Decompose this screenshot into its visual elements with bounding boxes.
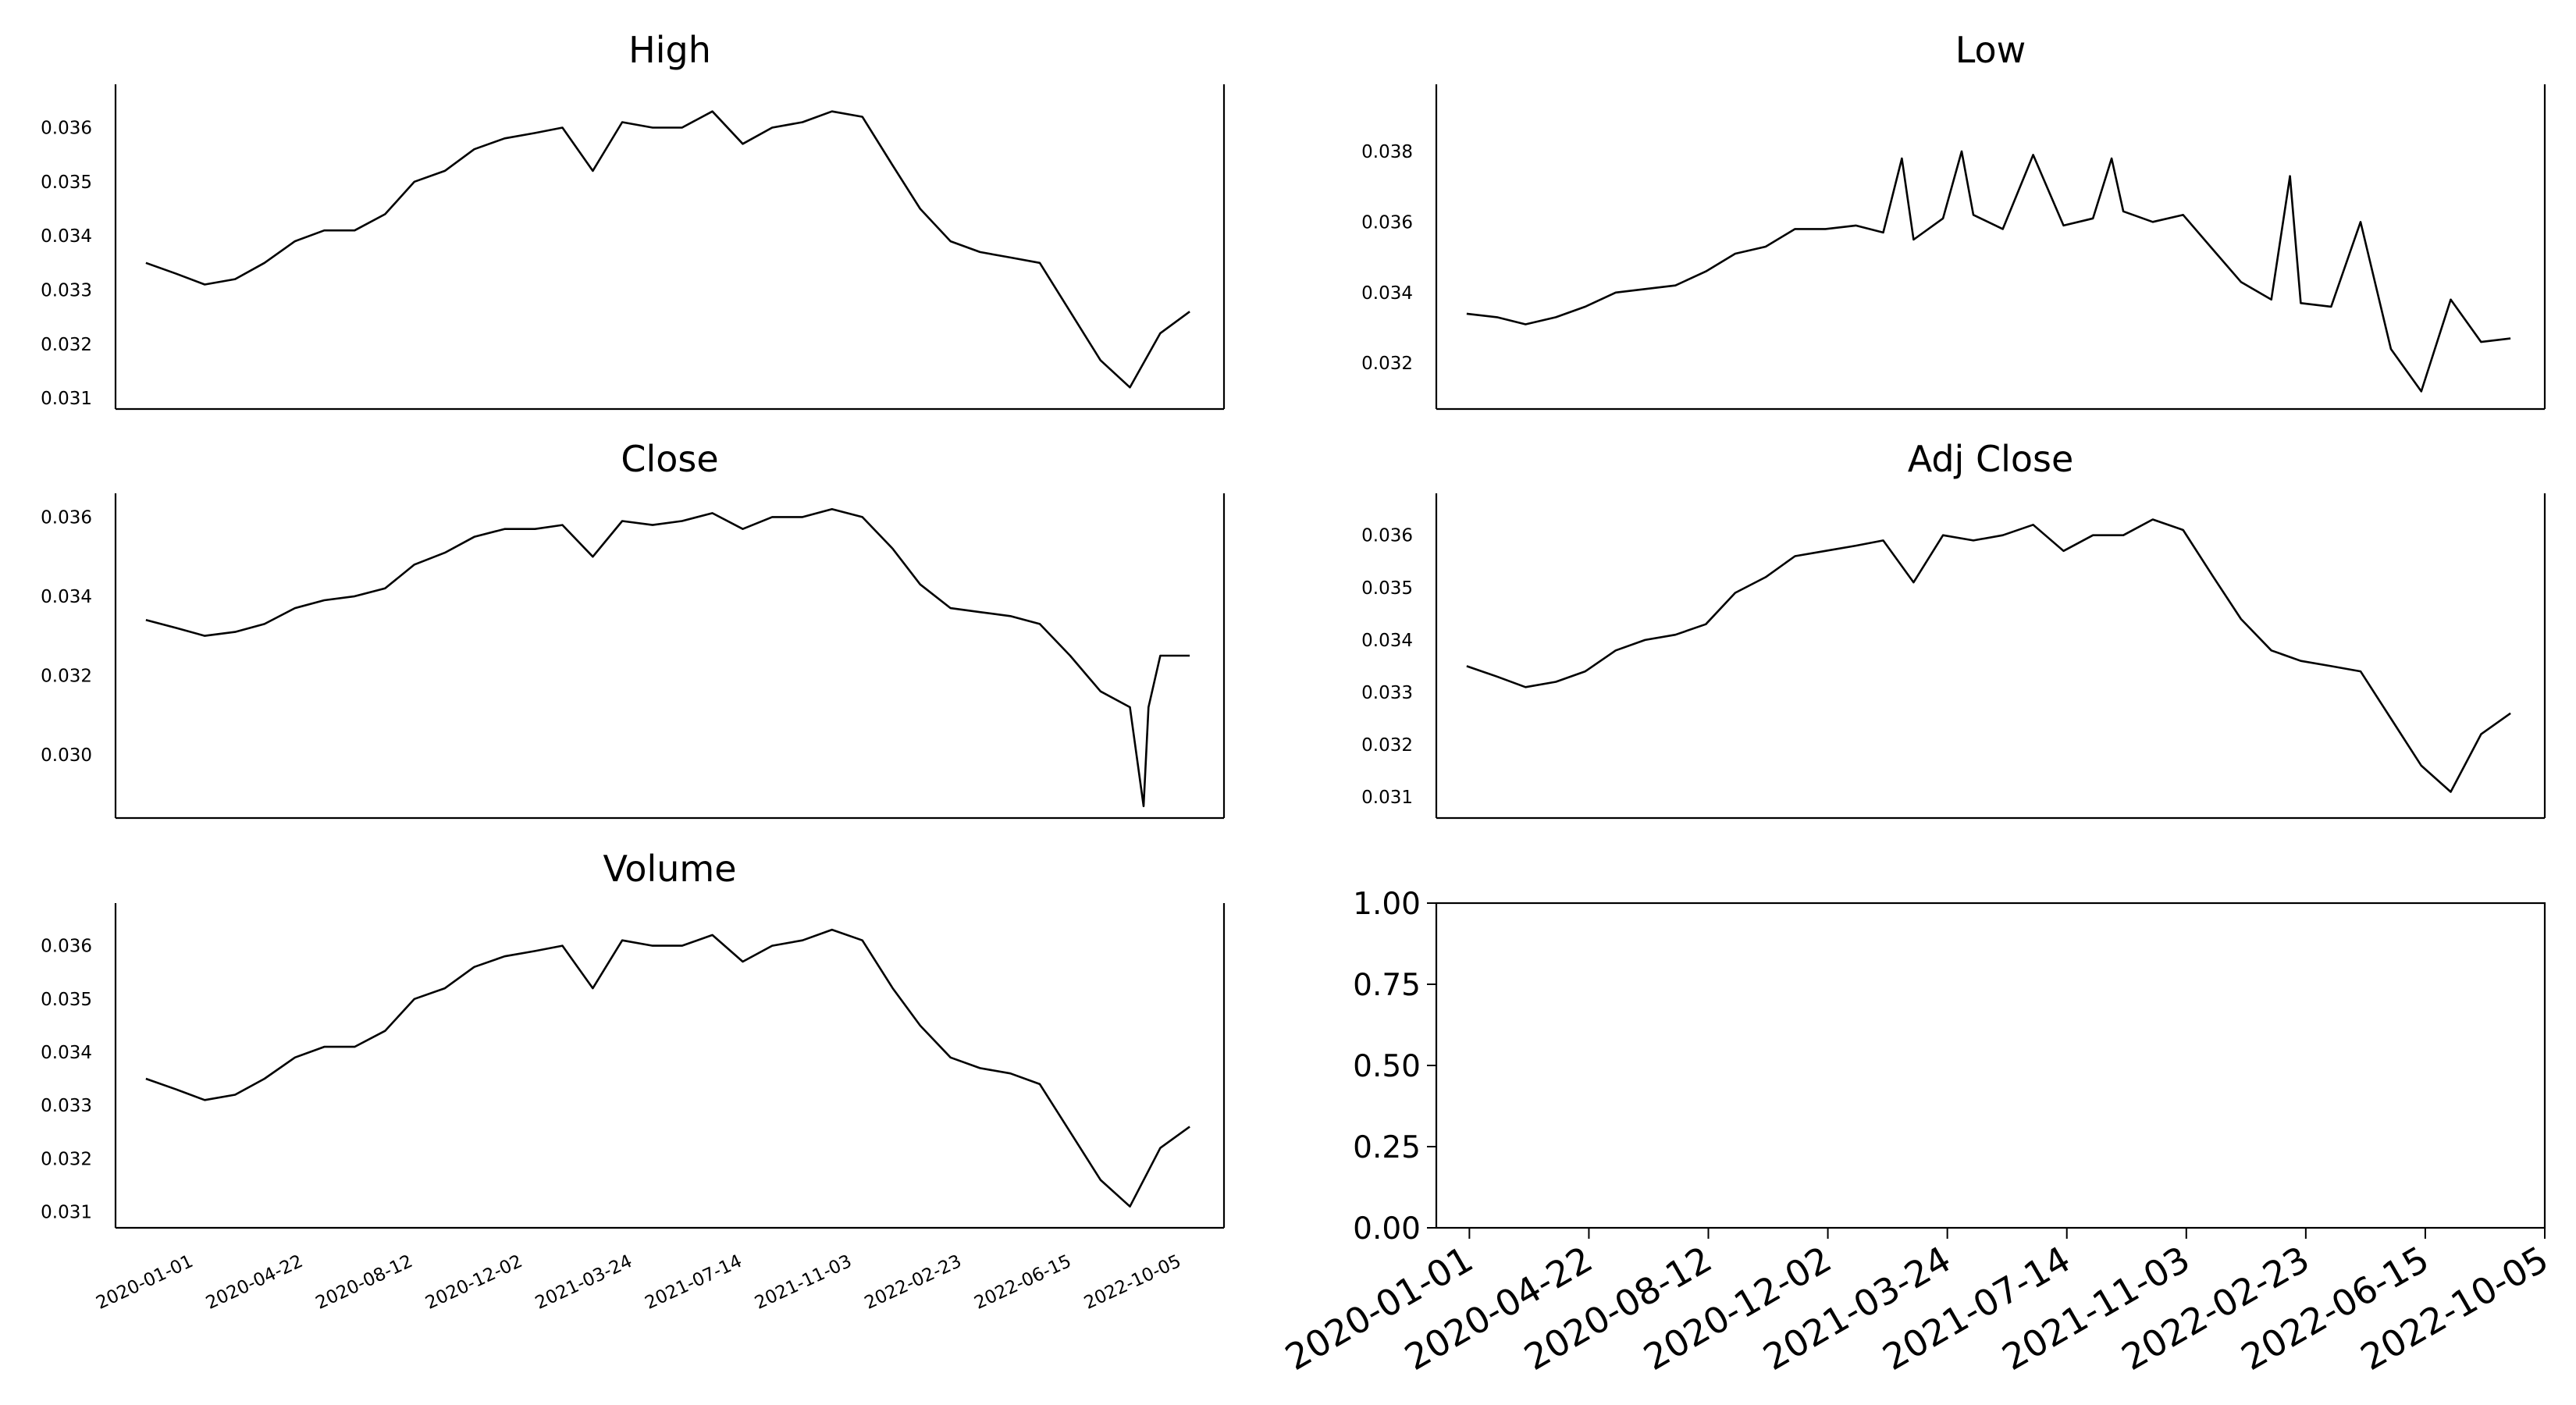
y-tick-label: 0.036 xyxy=(1361,526,1413,546)
y-tick-label: 0.033 xyxy=(1361,683,1413,703)
y-tick-label: 0.033 xyxy=(41,280,92,301)
y-tick-label: 0.036 xyxy=(41,507,92,528)
close-panel: Close 0.030 0.032 0.034 0.036 xyxy=(41,438,1226,820)
y-tick-label: 0.030 xyxy=(41,745,92,766)
y-tick-label: 0.032 xyxy=(1361,735,1413,756)
panel-title: Adj Close xyxy=(1908,438,2074,480)
x-tick-label: 2020-01-01 xyxy=(93,1251,196,1314)
y-tick-label: 0.036 xyxy=(41,937,92,957)
y-tick-label: 0.034 xyxy=(41,587,92,607)
series-line xyxy=(145,110,1190,389)
x-tick-label: 2020-12-02 xyxy=(422,1251,525,1314)
y-tick-label: 0.00 xyxy=(1353,1211,1421,1247)
x-tick-label: 2021-07-14 xyxy=(642,1251,745,1314)
series-line xyxy=(1466,150,2511,393)
y-tick-label: 0.038 xyxy=(1361,142,1413,162)
y-tick-label: 0.036 xyxy=(41,118,92,138)
y-tick-label: 0.034 xyxy=(41,1043,92,1063)
high-panel: High 0.031 0.032 0.033 0.034 0.035 0.036 xyxy=(41,29,1226,411)
panel-title: Low xyxy=(1955,29,2026,71)
y-tick-label: 0.036 xyxy=(1361,212,1413,233)
panel-title: High xyxy=(628,29,711,71)
low-panel: Low 0.032 0.034 0.036 0.038 xyxy=(1361,29,2546,411)
y-tick-label: 0.031 xyxy=(41,389,92,409)
x-tick-label: 2020-08-12 xyxy=(313,1251,416,1314)
x-tick-label: 2022-06-15 xyxy=(971,1251,1074,1314)
y-tick-label: 0.032 xyxy=(41,1149,92,1169)
y-tick-label: 0.032 xyxy=(1361,354,1413,374)
series-line xyxy=(145,928,1190,1208)
y-tick-label: 0.25 xyxy=(1353,1130,1421,1165)
y-tick-label: 0.033 xyxy=(41,1096,92,1116)
x-tick-label: 2022-02-23 xyxy=(862,1251,965,1314)
panel-title: Close xyxy=(621,438,718,480)
y-tick-label: 0.032 xyxy=(41,666,92,686)
series-line xyxy=(145,508,1190,808)
y-tick-label: 0.031 xyxy=(1361,788,1413,808)
empty-panel: 0.000.250.500.751.002020-01-012020-04-22… xyxy=(1278,887,2555,1378)
series-line xyxy=(1466,518,2511,793)
y-tick-label: 0.035 xyxy=(1361,578,1413,599)
y-tick-label: 0.034 xyxy=(1361,283,1413,304)
y-tick-label: 0.034 xyxy=(41,226,92,247)
y-tick-label: 0.75 xyxy=(1353,968,1421,1003)
y-tick-label: 0.031 xyxy=(41,1203,92,1223)
y-tick-label: 0.035 xyxy=(41,990,92,1010)
x-tick-label: 2021-03-24 xyxy=(532,1251,635,1314)
volume-panel: Volume 0.031 0.032 0.033 0.034 0.035 0.036 2020… xyxy=(41,848,1226,1314)
y-tick-label: 0.034 xyxy=(1361,631,1413,651)
y-tick-label: 1.00 xyxy=(1353,887,1421,922)
y-tick-label: 0.032 xyxy=(41,335,92,355)
adj-close-panel: Adj Close 0.031 0.032 0.033 0.034 0.035 0.036 xyxy=(1361,438,2546,820)
y-tick-label: 0.035 xyxy=(41,173,92,193)
axes-frame xyxy=(1435,902,2546,1229)
x-tick-label: 2020-04-22 xyxy=(203,1251,306,1314)
panel-title: Volume xyxy=(603,848,736,890)
y-tick-label: 0.50 xyxy=(1353,1049,1421,1084)
x-tick-label: 2022-10-05 xyxy=(1081,1251,1184,1314)
x-tick-label: 2021-11-03 xyxy=(752,1251,855,1314)
